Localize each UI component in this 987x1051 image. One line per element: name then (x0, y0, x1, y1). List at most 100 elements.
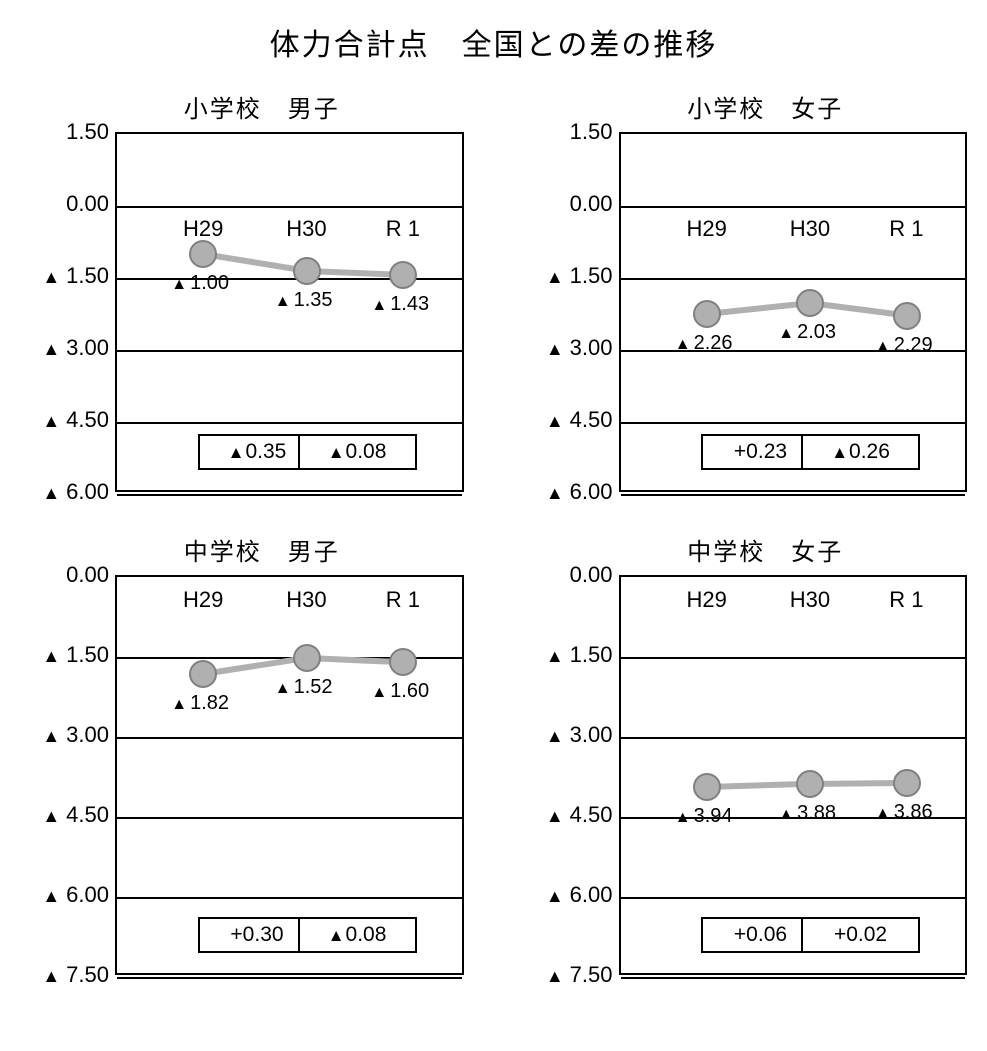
gridline (621, 657, 966, 659)
line-segment (203, 251, 307, 274)
triangle-icon: ▲ (275, 293, 291, 310)
tick-text: 1.50 (66, 642, 109, 667)
triangle-icon: ▲ (42, 726, 60, 747)
delta-box: ▲0.08 (298, 434, 417, 470)
tick-text: 6.00 (66, 479, 109, 504)
tick-text: 0.00 (570, 191, 613, 216)
data-marker (389, 648, 417, 676)
data-marker (796, 770, 824, 798)
chart-wrap: 0.00▲1.50▲3.00▲4.50▲6.00▲7.50H29H30R 1▲3… (524, 575, 968, 975)
triangle-icon: ▲ (42, 483, 60, 504)
delta-text: 0.08 (346, 440, 387, 463)
category-label: H29 (686, 587, 726, 613)
y-tick-label: 1.50 (66, 119, 109, 145)
triangle-icon: ▲ (675, 809, 691, 826)
triangle-icon: ▲ (546, 483, 564, 504)
tick-text: 4.50 (66, 802, 109, 827)
data-marker (189, 660, 217, 688)
y-tick-label: ▲3.00 (546, 335, 613, 361)
y-tick-label: ▲4.50 (42, 802, 109, 828)
y-tick-label: ▲1.50 (546, 642, 613, 668)
category-label: H30 (790, 216, 830, 242)
chart-panel: 小学校 女子1.500.00▲1.50▲3.00▲4.50▲6.00H29H30… (524, 89, 968, 492)
y-tick-label: ▲1.50 (546, 263, 613, 289)
value-text: 1.43 (390, 293, 429, 315)
category-label: R 1 (889, 216, 923, 242)
gridline (621, 206, 966, 208)
category-label: H30 (286, 216, 326, 242)
main-title: 体力合計点 全国との差の推移 (20, 20, 967, 64)
triangle-icon: ▲ (546, 886, 564, 907)
triangle-icon: ▲ (171, 696, 187, 713)
y-tick-label: ▲1.50 (42, 642, 109, 668)
triangle-icon: ▲ (546, 966, 564, 987)
data-marker (693, 300, 721, 328)
y-tick-label: ▲4.50 (546, 407, 613, 433)
category-label: H30 (286, 587, 326, 613)
chart-panel: 中学校 女子0.00▲1.50▲3.00▲4.50▲6.00▲7.50H29H3… (524, 532, 968, 975)
tick-text: 4.50 (570, 802, 613, 827)
value-text: 2.03 (797, 321, 836, 343)
delta-text: 0.35 (245, 440, 286, 463)
gridline (117, 977, 462, 979)
gridline (621, 278, 966, 280)
tick-text: 3.00 (570, 722, 613, 747)
value-label: ▲2.03 (778, 321, 836, 344)
y-tick-label: ▲7.50 (546, 962, 613, 988)
triangle-icon: ▲ (875, 338, 891, 355)
data-marker (389, 261, 417, 289)
y-tick-label: 0.00 (66, 191, 109, 217)
value-label: ▲3.86 (875, 801, 933, 824)
value-label: ▲1.43 (371, 293, 429, 316)
gridline (117, 897, 462, 899)
y-tick-label: ▲3.00 (42, 722, 109, 748)
tick-text: 6.00 (570, 882, 613, 907)
value-label: ▲3.94 (675, 805, 733, 828)
tick-text: 1.50 (66, 119, 109, 144)
y-tick-label: ▲ 4.50 (546, 802, 613, 828)
triangle-icon: ▲ (546, 806, 564, 827)
tick-text: 1.50 (570, 642, 613, 667)
tick-text: 1.50 (66, 263, 109, 288)
y-tick-label: ▲ 6.00 (42, 479, 109, 505)
y-axis: 0.00▲1.50▲3.00▲4.50▲6.00▲7.50 (524, 575, 619, 975)
triangle-icon: ▲ (328, 926, 345, 945)
value-text: 1.35 (294, 289, 333, 311)
triangle-icon: ▲ (675, 336, 691, 353)
line-segment (706, 300, 810, 317)
tick-text: 4.50 (570, 407, 613, 432)
triangle-icon: ▲ (875, 805, 891, 822)
gridline (117, 737, 462, 739)
value-text: 2.26 (694, 332, 733, 354)
triangle-icon: ▲ (42, 966, 60, 987)
data-marker (293, 257, 321, 285)
value-label: ▲3.88 (778, 802, 836, 825)
triangle-icon: ▲ (778, 325, 794, 342)
y-tick-label: ▲6.00 (546, 479, 613, 505)
chart-grid: 小学校 男子1.500.00▲1.50▲3.00▲4.50▲6.00H29H30… (20, 89, 967, 975)
triangle-icon: ▲ (328, 443, 345, 462)
chart-wrap: 1.500.00▲1.50▲3.00▲4.50▲6.00H29H30R 1▲1.… (20, 132, 464, 492)
plot-area: H29H30R 1▲1.82▲1.52▲1.60+0.30▲0.08 (115, 575, 464, 975)
value-text: 3.88 (797, 802, 836, 824)
chart-panel: 中学校 男子0.00▲1.50▲3.00▲4.50▲6.00▲7.50H29H3… (20, 532, 464, 975)
triangle-icon: ▲ (546, 267, 564, 288)
plot-area: H29H30R 1▲3.94▲3.88▲3.86+0.06+0.02 (619, 575, 968, 975)
data-marker (293, 644, 321, 672)
plot-area: H29H30R 1▲2.26▲2.03▲2.29+0.23▲0.26 (619, 132, 968, 492)
y-tick-label: 0.00 (570, 562, 613, 588)
value-label: ▲1.00 (171, 272, 229, 295)
chart-wrap: 0.00▲1.50▲3.00▲4.50▲6.00▲7.50H29H30R 1▲1… (20, 575, 464, 975)
line-segment (707, 781, 811, 790)
y-tick-label: 1.50 (570, 119, 613, 145)
delta-text: +0.23 (734, 440, 787, 463)
value-text: 3.94 (694, 805, 733, 827)
gridline (117, 817, 462, 819)
tick-text: 1.50 (570, 119, 613, 144)
gridline (117, 350, 462, 352)
triangle-icon: ▲ (228, 443, 245, 462)
tick-text: 3.00 (66, 335, 109, 360)
triangle-icon: ▲ (171, 276, 187, 293)
y-tick-label: 0.00 (570, 191, 613, 217)
delta-text: +0.02 (834, 923, 887, 946)
